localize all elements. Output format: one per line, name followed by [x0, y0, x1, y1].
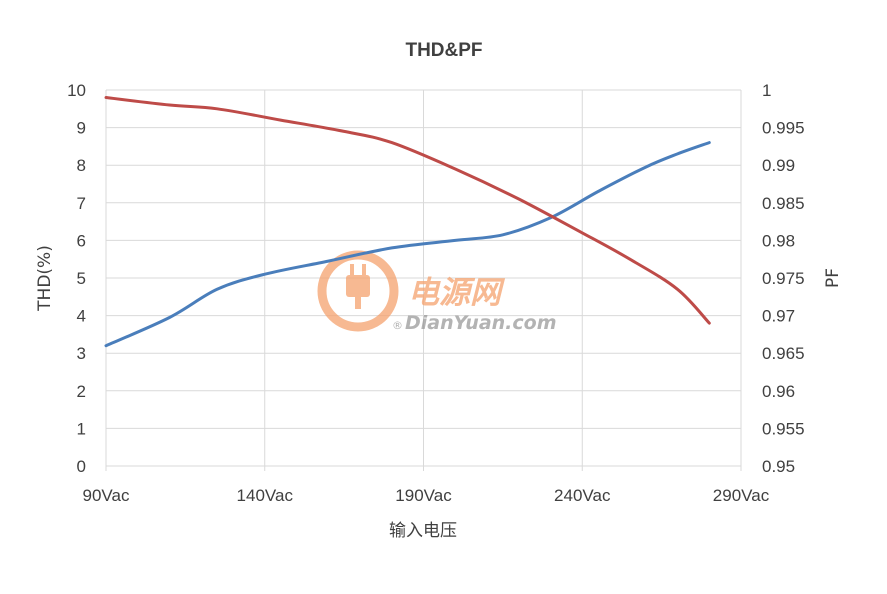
x-tick-label: 90Vac	[83, 486, 130, 505]
right-tick-label: 0.97	[762, 307, 795, 326]
pf-series-line	[104, 96, 711, 325]
right-axis-label: PF	[823, 268, 843, 288]
left-tick-label: 5	[77, 269, 86, 288]
watermark-en-text: DianYuan.com	[405, 312, 557, 334]
left-tick-label: 0	[77, 457, 86, 476]
chart-title: THD&PF	[405, 40, 482, 61]
right-tick-label: 0.955	[762, 419, 805, 438]
left-tick-label: 10	[67, 81, 86, 100]
left-axis-ticks: 0 1 2 3 4 5 6 7 8 9 10	[67, 81, 86, 476]
x-tick-label: 140Vac	[237, 486, 294, 505]
left-tick-label: 8	[77, 156, 86, 175]
dianyuan-watermark: 电源网 ® DianYuan.com	[317, 250, 557, 334]
series-lines	[104, 96, 711, 348]
left-axis-label: THD(%)	[35, 245, 55, 312]
x-axis-label: 输入电压	[389, 521, 457, 541]
right-tick-label: 0.995	[762, 119, 805, 138]
right-tick-label: 0.965	[762, 344, 805, 363]
right-tick-label: 1	[762, 81, 771, 100]
x-axis-ticks: 90Vac 140Vac 190Vac 240Vac 290Vac	[83, 486, 770, 505]
left-tick-label: 1	[77, 419, 86, 438]
left-tick-label: 2	[77, 382, 86, 401]
right-tick-label: 0.98	[762, 231, 795, 250]
plug-cord	[355, 297, 361, 309]
watermark-registered-mark: ®	[392, 319, 403, 332]
right-tick-label: 0.99	[762, 156, 795, 175]
plug-prong-left	[350, 264, 354, 276]
thd-series-line	[104, 141, 711, 348]
x-tick-label: 190Vac	[395, 486, 452, 505]
left-tick-label: 7	[77, 194, 86, 213]
left-tick-label: 4	[77, 307, 86, 326]
right-tick-label: 0.985	[762, 194, 805, 213]
left-tick-label: 9	[77, 119, 86, 138]
x-tick-label: 290Vac	[713, 486, 770, 505]
x-tick-label: 240Vac	[554, 486, 611, 505]
right-tick-label: 0.96	[762, 382, 795, 401]
right-axis-ticks: 0.95 0.955 0.96 0.965 0.97 0.975 0.98 0.985 0.99…	[762, 81, 805, 476]
plug-body	[346, 275, 370, 297]
right-tick-label: 0.975	[762, 269, 805, 288]
horizontal-gridlines	[106, 89, 741, 467]
plug-prong-right	[362, 264, 366, 276]
left-tick-label: 6	[77, 231, 86, 250]
right-tick-label: 0.95	[762, 457, 795, 476]
left-tick-label: 3	[77, 344, 86, 363]
watermark-cn-text: 电源网	[408, 275, 506, 311]
